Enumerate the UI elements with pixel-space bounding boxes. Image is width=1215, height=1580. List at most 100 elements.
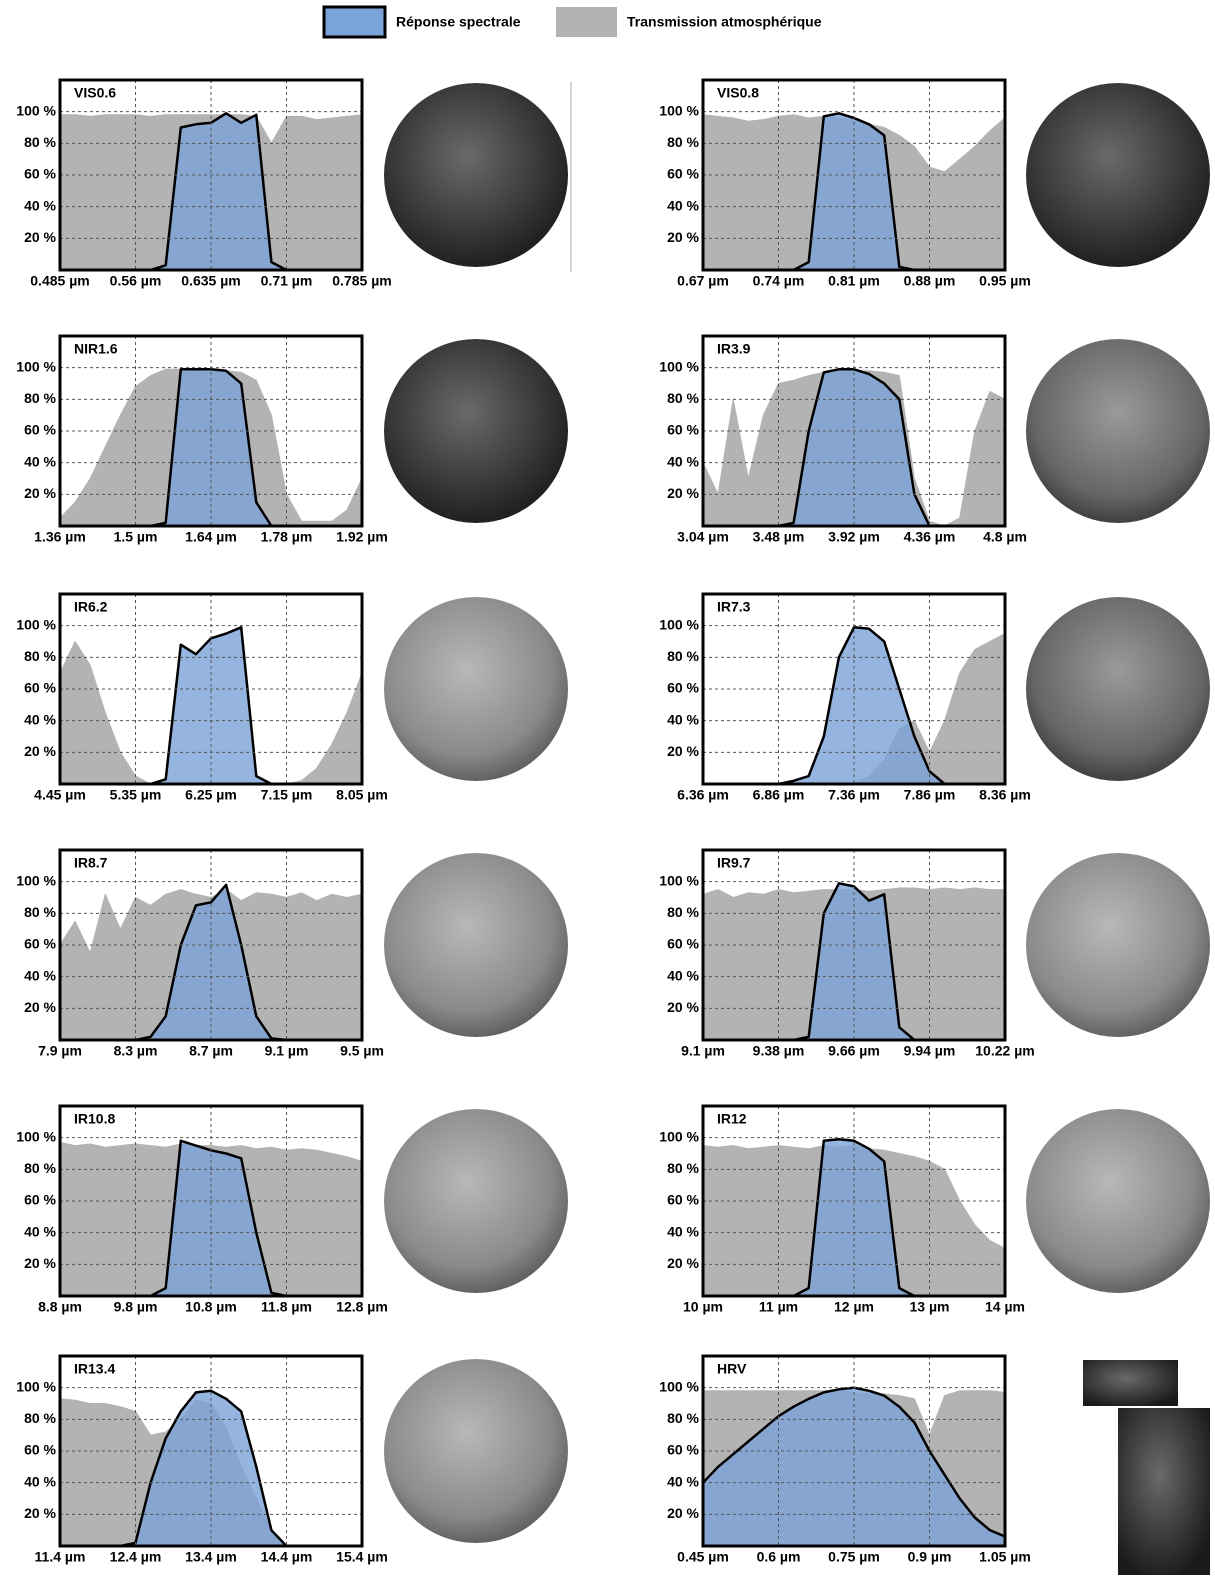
transmission-line xyxy=(60,114,363,144)
y-tick-label: 60 % xyxy=(667,936,699,952)
x-tick-label: 0.56 µm xyxy=(110,273,162,289)
response-area xyxy=(703,627,1005,784)
chart-title: VIS0.8 xyxy=(717,85,759,101)
x-tick-label: 7.36 µm xyxy=(828,787,880,803)
x-tick-label: 13.4 µm xyxy=(185,1549,237,1565)
x-tick-label: 0.635 µm xyxy=(181,273,240,289)
earth-image xyxy=(384,1359,568,1543)
x-tick-label: 10 µm xyxy=(683,1299,723,1315)
plot-frame xyxy=(701,592,1007,786)
chart: 20 % 40 % 60 % 80 % 100 % 4.45 µm 5.35 µm 6.25 … xyxy=(16,592,568,803)
chart-title: IR9.7 xyxy=(717,855,751,871)
response-area xyxy=(60,1140,362,1296)
x-tick-label: 11.4 µm xyxy=(35,1549,86,1565)
x-tick-label: 1.92 µm xyxy=(336,529,388,545)
y-tick-label: 40 % xyxy=(24,197,56,213)
y-tick-label: 80 % xyxy=(667,904,699,920)
y-tick-label: 40 % xyxy=(24,453,56,469)
y-tick-label: 20 % xyxy=(667,1255,699,1271)
plot-frame xyxy=(701,78,1007,272)
x-tick-label: 8.3 µm xyxy=(114,1043,158,1059)
x-tick-label: 7.15 µm xyxy=(261,787,313,803)
earth-image xyxy=(1083,1360,1178,1406)
earth-image xyxy=(1026,597,1210,781)
y-tick-label: 60 % xyxy=(667,166,699,182)
chart-title: IR3.9 xyxy=(717,341,751,357)
y-tick-label: 100 % xyxy=(659,102,699,118)
x-tick-label: 9.1 µm xyxy=(681,1043,725,1059)
earth-image xyxy=(384,83,568,267)
y-tick-label: 60 % xyxy=(667,1442,699,1458)
earth-image xyxy=(1118,1408,1210,1575)
x-tick-label: 9.5 µm xyxy=(340,1043,384,1059)
earth-image xyxy=(384,339,568,523)
y-tick-label: 20 % xyxy=(667,229,699,245)
plot-frame xyxy=(58,1104,364,1298)
response-area xyxy=(60,627,362,784)
y-tick-label: 100 % xyxy=(16,616,56,632)
transmission-area xyxy=(703,633,1005,784)
plot-frame xyxy=(701,334,1007,528)
earth-image xyxy=(384,853,568,1037)
y-tick-label: 20 % xyxy=(24,999,56,1015)
x-tick-label: 0.75 µm xyxy=(828,1549,880,1565)
x-tick-label: 1.05 µm xyxy=(979,1549,1031,1565)
transmission-line xyxy=(59,889,363,954)
y-tick-label: 100 % xyxy=(659,1128,699,1144)
chart: 20 % 40 % 60 % 80 % 100 % 11.4 µm 12.4 µm 13.4 … xyxy=(16,1354,568,1565)
y-tick-label: 80 % xyxy=(24,390,56,406)
transmission-area xyxy=(60,641,362,784)
y-tick-label: 20 % xyxy=(667,485,699,501)
x-tick-label: 7.9 µm xyxy=(38,1043,82,1059)
x-tick-label: 6.36 µm xyxy=(677,787,729,803)
x-tick-label: 9.8 µm xyxy=(114,1299,158,1315)
chart-title: IR10.8 xyxy=(74,1111,115,1127)
x-tick-label: 8.05 µm xyxy=(336,787,388,803)
transmission-line xyxy=(59,1141,363,1162)
x-tick-label: 3.48 µm xyxy=(753,529,805,545)
y-tick-label: 100 % xyxy=(659,1378,699,1394)
x-tick-label: 5.35 µm xyxy=(110,787,162,803)
legend-label: Transmission atmosphérique xyxy=(627,14,822,30)
x-tick-label: 12.8 µm xyxy=(336,1299,388,1315)
x-tick-label: 8.36 µm xyxy=(979,787,1031,803)
x-tick-label: 14.4 µm xyxy=(261,1549,313,1565)
y-tick-label: 20 % xyxy=(24,485,56,501)
response-area xyxy=(703,369,1005,526)
y-tick-label: 20 % xyxy=(24,229,56,245)
legend-label: Réponse spectrale xyxy=(396,14,521,30)
y-tick-label: 80 % xyxy=(24,904,56,920)
response-area xyxy=(703,113,1005,270)
y-tick-label: 20 % xyxy=(667,743,699,759)
x-tick-label: 15.4 µm xyxy=(336,1549,388,1565)
x-tick-label: 0.6 µm xyxy=(757,1549,801,1565)
y-tick-label: 40 % xyxy=(667,711,699,727)
x-tick-label: 0.785 µm xyxy=(332,273,391,289)
y-tick-label: 20 % xyxy=(24,743,56,759)
plot-frame xyxy=(58,1354,364,1548)
x-tick-label: 9.1 µm xyxy=(265,1043,309,1059)
y-tick-label: 100 % xyxy=(16,1378,56,1394)
chart: 20 % 40 % 60 % 80 % 100 % 10 µm 11 µm 12 µm 13 µ… xyxy=(659,1104,1210,1315)
y-tick-label: 60 % xyxy=(24,1192,56,1208)
y-tick-label: 40 % xyxy=(667,1223,699,1239)
y-tick-label: 80 % xyxy=(24,1410,56,1426)
y-tick-label: 60 % xyxy=(24,680,56,696)
x-tick-label: 0.485 µm xyxy=(30,273,89,289)
response-area xyxy=(703,883,1005,1040)
x-tick-label: 0.74 µm xyxy=(753,273,805,289)
y-tick-label: 40 % xyxy=(24,967,56,983)
x-tick-label: 12 µm xyxy=(834,1299,874,1315)
chart: 20 % 40 % 60 % 80 % 100 % 0.67 µm 0.74 µm 0.81 … xyxy=(659,78,1210,289)
x-tick-label: 14 µm xyxy=(985,1299,1025,1315)
chart-title: IR8.7 xyxy=(74,855,108,871)
y-tick-label: 40 % xyxy=(24,711,56,727)
y-tick-label: 40 % xyxy=(24,1473,56,1489)
plot-frame xyxy=(701,848,1007,1042)
earth-image xyxy=(384,597,568,781)
x-tick-label: 8.8 µm xyxy=(38,1299,82,1315)
y-tick-label: 80 % xyxy=(667,648,699,664)
chart: 20 % 40 % 60 % 80 % 100 % 0.485 µm 0.56 µm 0.63… xyxy=(16,78,568,289)
y-tick-label: 20 % xyxy=(667,1505,699,1521)
